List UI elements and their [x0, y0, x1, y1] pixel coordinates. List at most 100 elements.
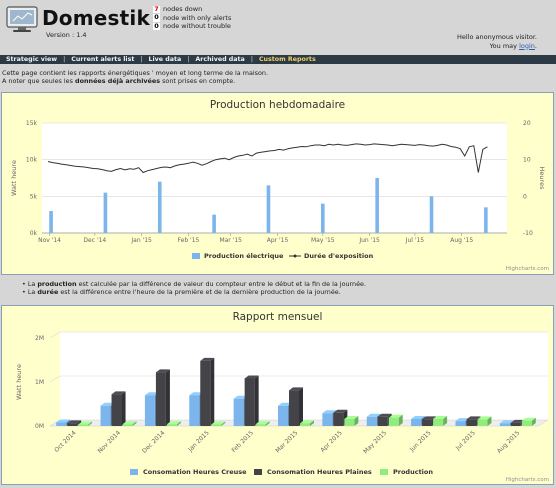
column-1	[200, 357, 215, 426]
monthly-report-chart: Rapport mensuel 0M 1M 2M Watt heure Oct 2014…	[1, 305, 554, 485]
note-2-bold: durée	[37, 288, 59, 297]
column-0-top	[278, 402, 292, 406]
column-2-front	[477, 419, 488, 426]
column-1-top	[377, 413, 392, 417]
x-tick-label: Jan 2015	[186, 429, 210, 453]
x-tick-label: Apr '15	[267, 237, 289, 244]
column-1-front	[510, 422, 521, 426]
production-bar	[375, 178, 379, 233]
production-bar	[49, 211, 53, 233]
y-tick-label: 0k	[30, 230, 38, 237]
column-1-front	[422, 419, 433, 426]
column-0-top	[100, 402, 115, 406]
column-2-front	[78, 424, 89, 426]
column-2-front	[433, 418, 444, 426]
column-2	[521, 417, 536, 426]
column-1-top	[510, 419, 525, 423]
column-2	[166, 421, 181, 426]
y-tick-label: 5k	[30, 193, 38, 200]
production-bar	[321, 203, 325, 233]
column-1-front	[377, 416, 388, 426]
y-tick-label: 10k	[26, 157, 38, 164]
monthly-chart-svg: 0M 1M 2M Watt heure Oct 2014 Nov 2014 Dec 2014…	[15, 331, 549, 476]
y-tick-label: 15k	[26, 120, 38, 127]
column-2	[78, 421, 93, 426]
legend-production-swatch	[192, 253, 200, 259]
nav-strategic-view[interactable]: Strategic view	[6, 56, 58, 63]
column-0-front	[499, 423, 510, 426]
x-tick-label: Mar 2015	[274, 429, 299, 454]
x-tick-label: Jun 2015	[408, 429, 433, 454]
nav-archived-data[interactable]: Archived data	[195, 56, 245, 63]
nav-separator: |	[187, 56, 190, 63]
production-bar	[212, 214, 216, 233]
column-0-front	[233, 398, 244, 426]
nav-live-data[interactable]: Live data	[148, 56, 182, 63]
visitor-info: Hello anonymous visitor. You may login.	[457, 33, 537, 50]
column-1-front	[333, 412, 344, 426]
production-bar	[266, 185, 271, 233]
main-nav: Strategic view | Current alerts list | L…	[0, 55, 556, 64]
column-0-front	[144, 395, 155, 426]
node-status-summary: 7 nodes down 0 node with only alerts 0 n…	[153, 5, 231, 31]
note-1-prefix: La	[27, 280, 36, 288]
column-0-top	[366, 413, 381, 417]
highcharts-credit[interactable]: Highcharts.com	[505, 266, 549, 272]
column-2-side	[354, 415, 359, 426]
highcharts-credit[interactable]: Highcharts.com	[505, 477, 549, 483]
column-0-top	[455, 418, 470, 422]
column-1-top	[200, 357, 215, 361]
x-tick-label: Dec '14	[83, 237, 106, 244]
production-bar	[157, 181, 162, 233]
column-2-side	[531, 417, 536, 426]
column-1-front	[244, 378, 255, 426]
monitor-icon	[6, 6, 38, 32]
column-2-front	[344, 418, 355, 426]
x-tick-label: May 2015	[362, 429, 388, 455]
x-tick-label: Mar '15	[219, 237, 242, 244]
app-version: Version : 1.4	[46, 31, 87, 39]
production-bar	[429, 196, 434, 233]
column-2-side	[487, 416, 492, 426]
login-prefix: You may	[489, 41, 517, 50]
node-status-row-alerts[interactable]: 0 node with only alerts	[153, 14, 231, 23]
nodes-down-count: 7	[153, 4, 160, 14]
column-1-side	[121, 391, 126, 426]
node-status-row-ok[interactable]: 0 node without trouble	[153, 22, 231, 31]
column-2-side	[221, 421, 226, 426]
x-tick-label: Feb 2015	[230, 429, 255, 454]
column-2-top	[211, 421, 226, 425]
intro-text: Cette page contient les rapports énergét…	[2, 69, 268, 86]
column-2-top	[122, 421, 137, 425]
column-2-top	[521, 417, 536, 421]
column-1-top	[155, 369, 170, 373]
node-status-row-down[interactable]: 7 nodes down	[153, 5, 231, 14]
column-2	[477, 416, 492, 426]
column-0-top	[499, 420, 514, 424]
gridline-depth	[49, 375, 61, 383]
x-tick-label: Dec 2014	[141, 429, 166, 454]
column-2-front	[300, 423, 310, 426]
column-0-top	[233, 395, 248, 399]
x-tick-label: Nov 2014	[97, 429, 123, 455]
column-1-side	[165, 369, 170, 426]
column-2-side	[398, 414, 403, 426]
intro-line-2-bold: données déjà archivées	[75, 77, 161, 86]
column-2-top	[433, 415, 448, 419]
login-link[interactable]: login	[519, 41, 535, 50]
legend-label-1: Consomation Heures Plaines	[267, 468, 372, 476]
column-1	[289, 387, 303, 426]
column-2-front	[388, 417, 399, 426]
nav-current-alerts[interactable]: Current alerts list	[71, 56, 135, 63]
nav-custom-reports[interactable]: Custom Reports	[258, 56, 316, 63]
column-0-front	[455, 421, 466, 426]
legend-exposure-marker	[293, 254, 297, 258]
column-2-top	[477, 416, 492, 420]
note-duration: • La durée est la différence entre l'heu…	[22, 288, 341, 297]
column-1-front	[200, 360, 211, 426]
column-2-top	[166, 421, 181, 425]
column-1-top	[67, 420, 82, 424]
column-2-top	[344, 415, 359, 419]
production-bar	[484, 207, 488, 233]
y-right-axis-title: Heures	[538, 167, 546, 191]
